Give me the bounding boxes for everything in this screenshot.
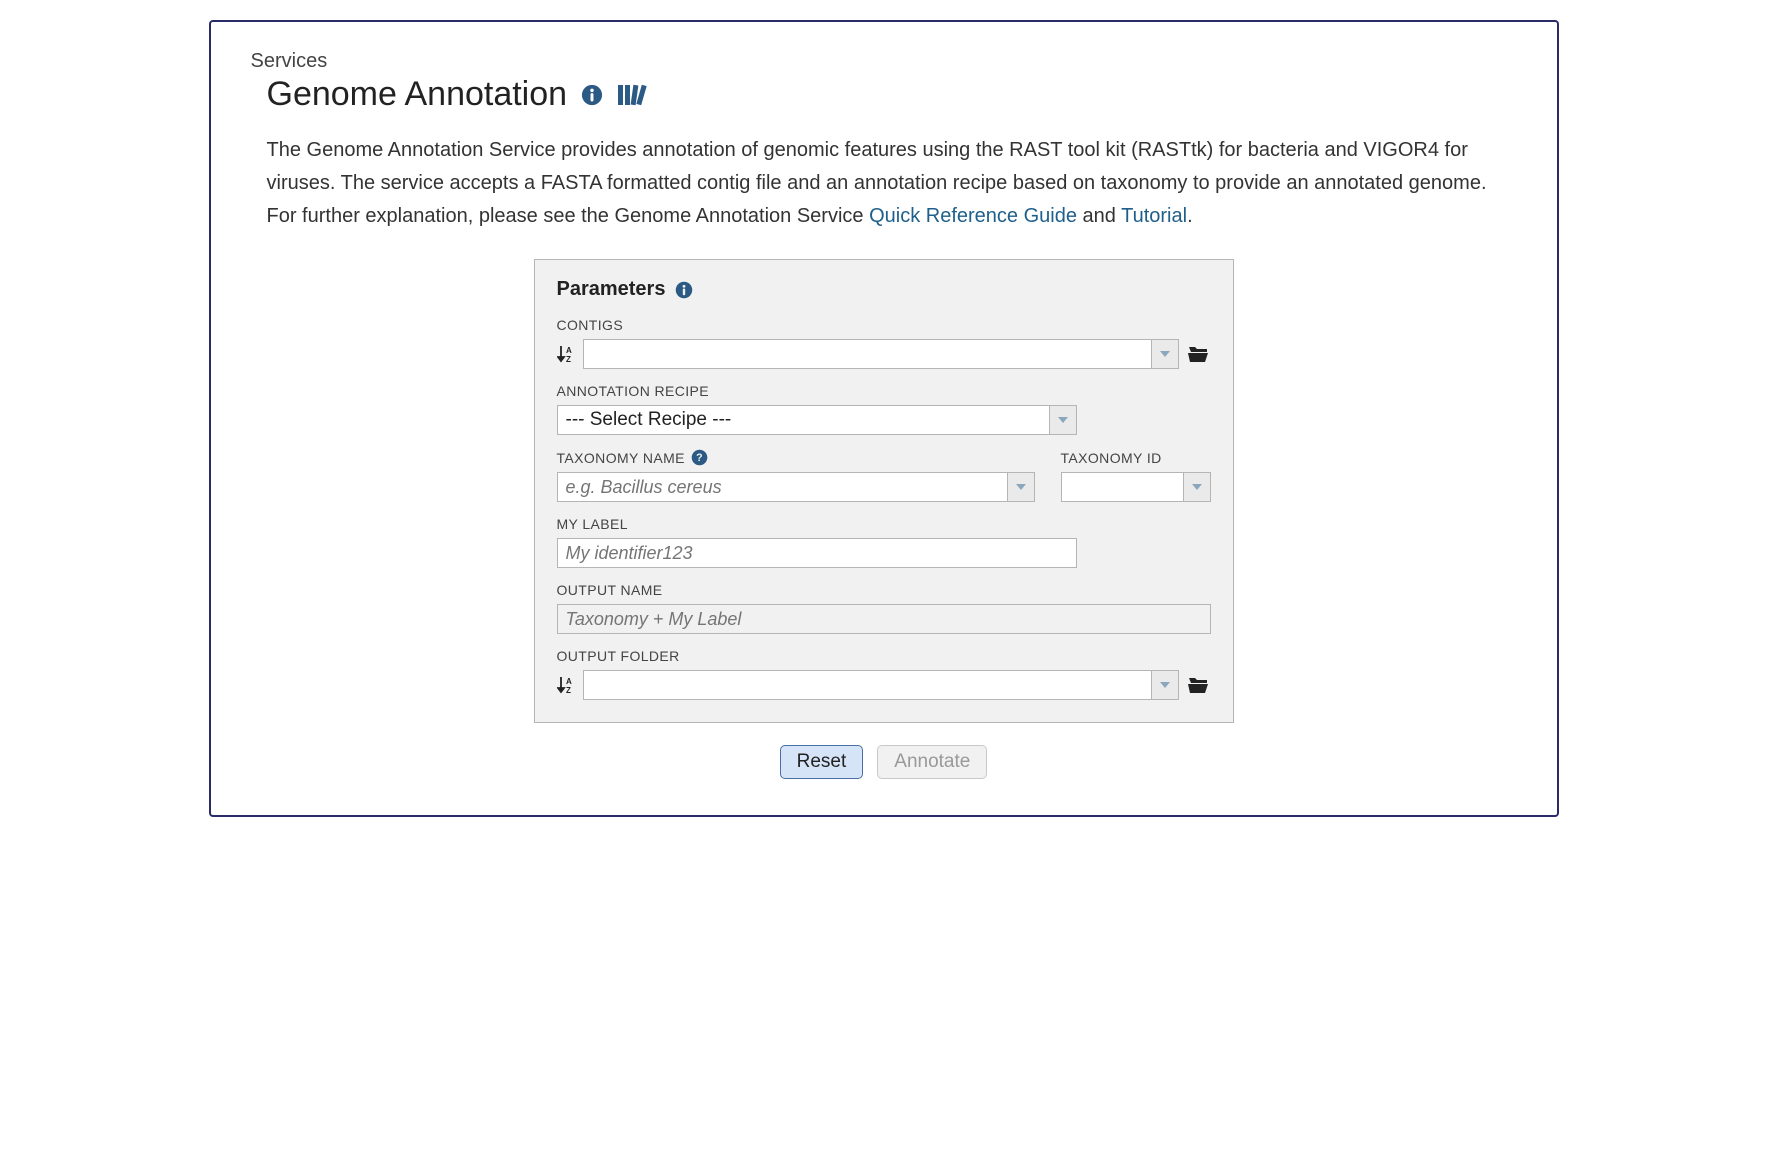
help-icon[interactable]: ? — [691, 449, 708, 466]
output-name-group: OUTPUT NAME — [557, 582, 1211, 634]
contigs-label: CONTIGS — [557, 317, 1211, 333]
tutorial-link[interactable]: Tutorial — [1121, 205, 1187, 227]
recipe-combo[interactable] — [557, 405, 1077, 435]
taxonomy-name-input[interactable] — [557, 472, 1007, 502]
chevron-down-icon — [1192, 484, 1202, 490]
recipe-input[interactable] — [557, 405, 1049, 435]
library-icon[interactable] — [617, 83, 647, 107]
output-name-input[interactable] — [557, 604, 1211, 634]
taxonomy-id-combo[interactable] — [1061, 472, 1211, 502]
recipe-group: ANNOTATION RECIPE — [557, 383, 1211, 435]
svg-text:Z: Z — [566, 355, 571, 364]
panel-title-row: Parameters — [557, 278, 1211, 301]
info-icon[interactable] — [675, 281, 693, 299]
annotate-button[interactable]: Annotate — [877, 745, 987, 779]
breadcrumb: Services — [251, 50, 1517, 73]
chevron-down-icon — [1160, 682, 1170, 688]
sort-icon[interactable]: A Z — [557, 675, 575, 695]
app-frame: Services Genome Annotation The Genome An… — [209, 20, 1559, 817]
chevron-down-icon — [1058, 417, 1068, 423]
parameters-panel: Parameters CONTIGS A Z — [534, 259, 1234, 723]
svg-text:A: A — [566, 677, 572, 686]
button-row: Reset Annotate — [251, 745, 1517, 779]
contigs-combo[interactable] — [583, 339, 1179, 369]
reset-button[interactable]: Reset — [780, 745, 864, 779]
svg-text:Z: Z — [566, 686, 571, 695]
contigs-group: CONTIGS A Z — [557, 317, 1211, 369]
my-label-input[interactable] — [557, 538, 1077, 568]
folder-open-icon[interactable] — [1187, 344, 1211, 364]
taxonomy-group: TAXONOMY NAME ? TAXONOMY ID — [557, 449, 1211, 502]
description-text-3: . — [1187, 205, 1193, 227]
output-name-label: OUTPUT NAME — [557, 582, 1211, 598]
page-title-row: Genome Annotation — [267, 75, 1517, 114]
my-label-group: MY LABEL — [557, 516, 1211, 568]
svg-text:A: A — [566, 346, 572, 355]
output-folder-label: OUTPUT FOLDER — [557, 648, 1211, 664]
output-folder-group: OUTPUT FOLDER A Z — [557, 648, 1211, 700]
svg-text:?: ? — [696, 452, 703, 464]
output-folder-input[interactable] — [583, 670, 1151, 700]
page-title: Genome Annotation — [267, 75, 568, 114]
quick-reference-link[interactable]: Quick Reference Guide — [869, 205, 1077, 227]
contigs-input[interactable] — [583, 339, 1151, 369]
dropdown-button[interactable] — [1151, 670, 1179, 700]
chevron-down-icon — [1016, 484, 1026, 490]
panel-title: Parameters — [557, 278, 666, 301]
taxonomy-name-label-text: TAXONOMY NAME — [557, 450, 685, 466]
taxonomy-name-combo[interactable] — [557, 472, 1035, 502]
description-text-2: and — [1077, 205, 1121, 227]
dropdown-button[interactable] — [1007, 472, 1035, 502]
info-icon[interactable] — [581, 84, 603, 106]
dropdown-button[interactable] — [1183, 472, 1211, 502]
taxonomy-id-input[interactable] — [1061, 472, 1183, 502]
dropdown-button[interactable] — [1151, 339, 1179, 369]
sort-icon[interactable]: A Z — [557, 344, 575, 364]
taxonomy-name-label: TAXONOMY NAME ? — [557, 449, 1035, 466]
dropdown-button[interactable] — [1049, 405, 1077, 435]
recipe-label: ANNOTATION RECIPE — [557, 383, 1211, 399]
description: The Genome Annotation Service provides a… — [267, 134, 1517, 233]
taxonomy-id-label: TAXONOMY ID — [1061, 450, 1211, 466]
output-folder-combo[interactable] — [583, 670, 1179, 700]
folder-open-icon[interactable] — [1187, 675, 1211, 695]
chevron-down-icon — [1160, 351, 1170, 357]
my-label-label: MY LABEL — [557, 516, 1211, 532]
